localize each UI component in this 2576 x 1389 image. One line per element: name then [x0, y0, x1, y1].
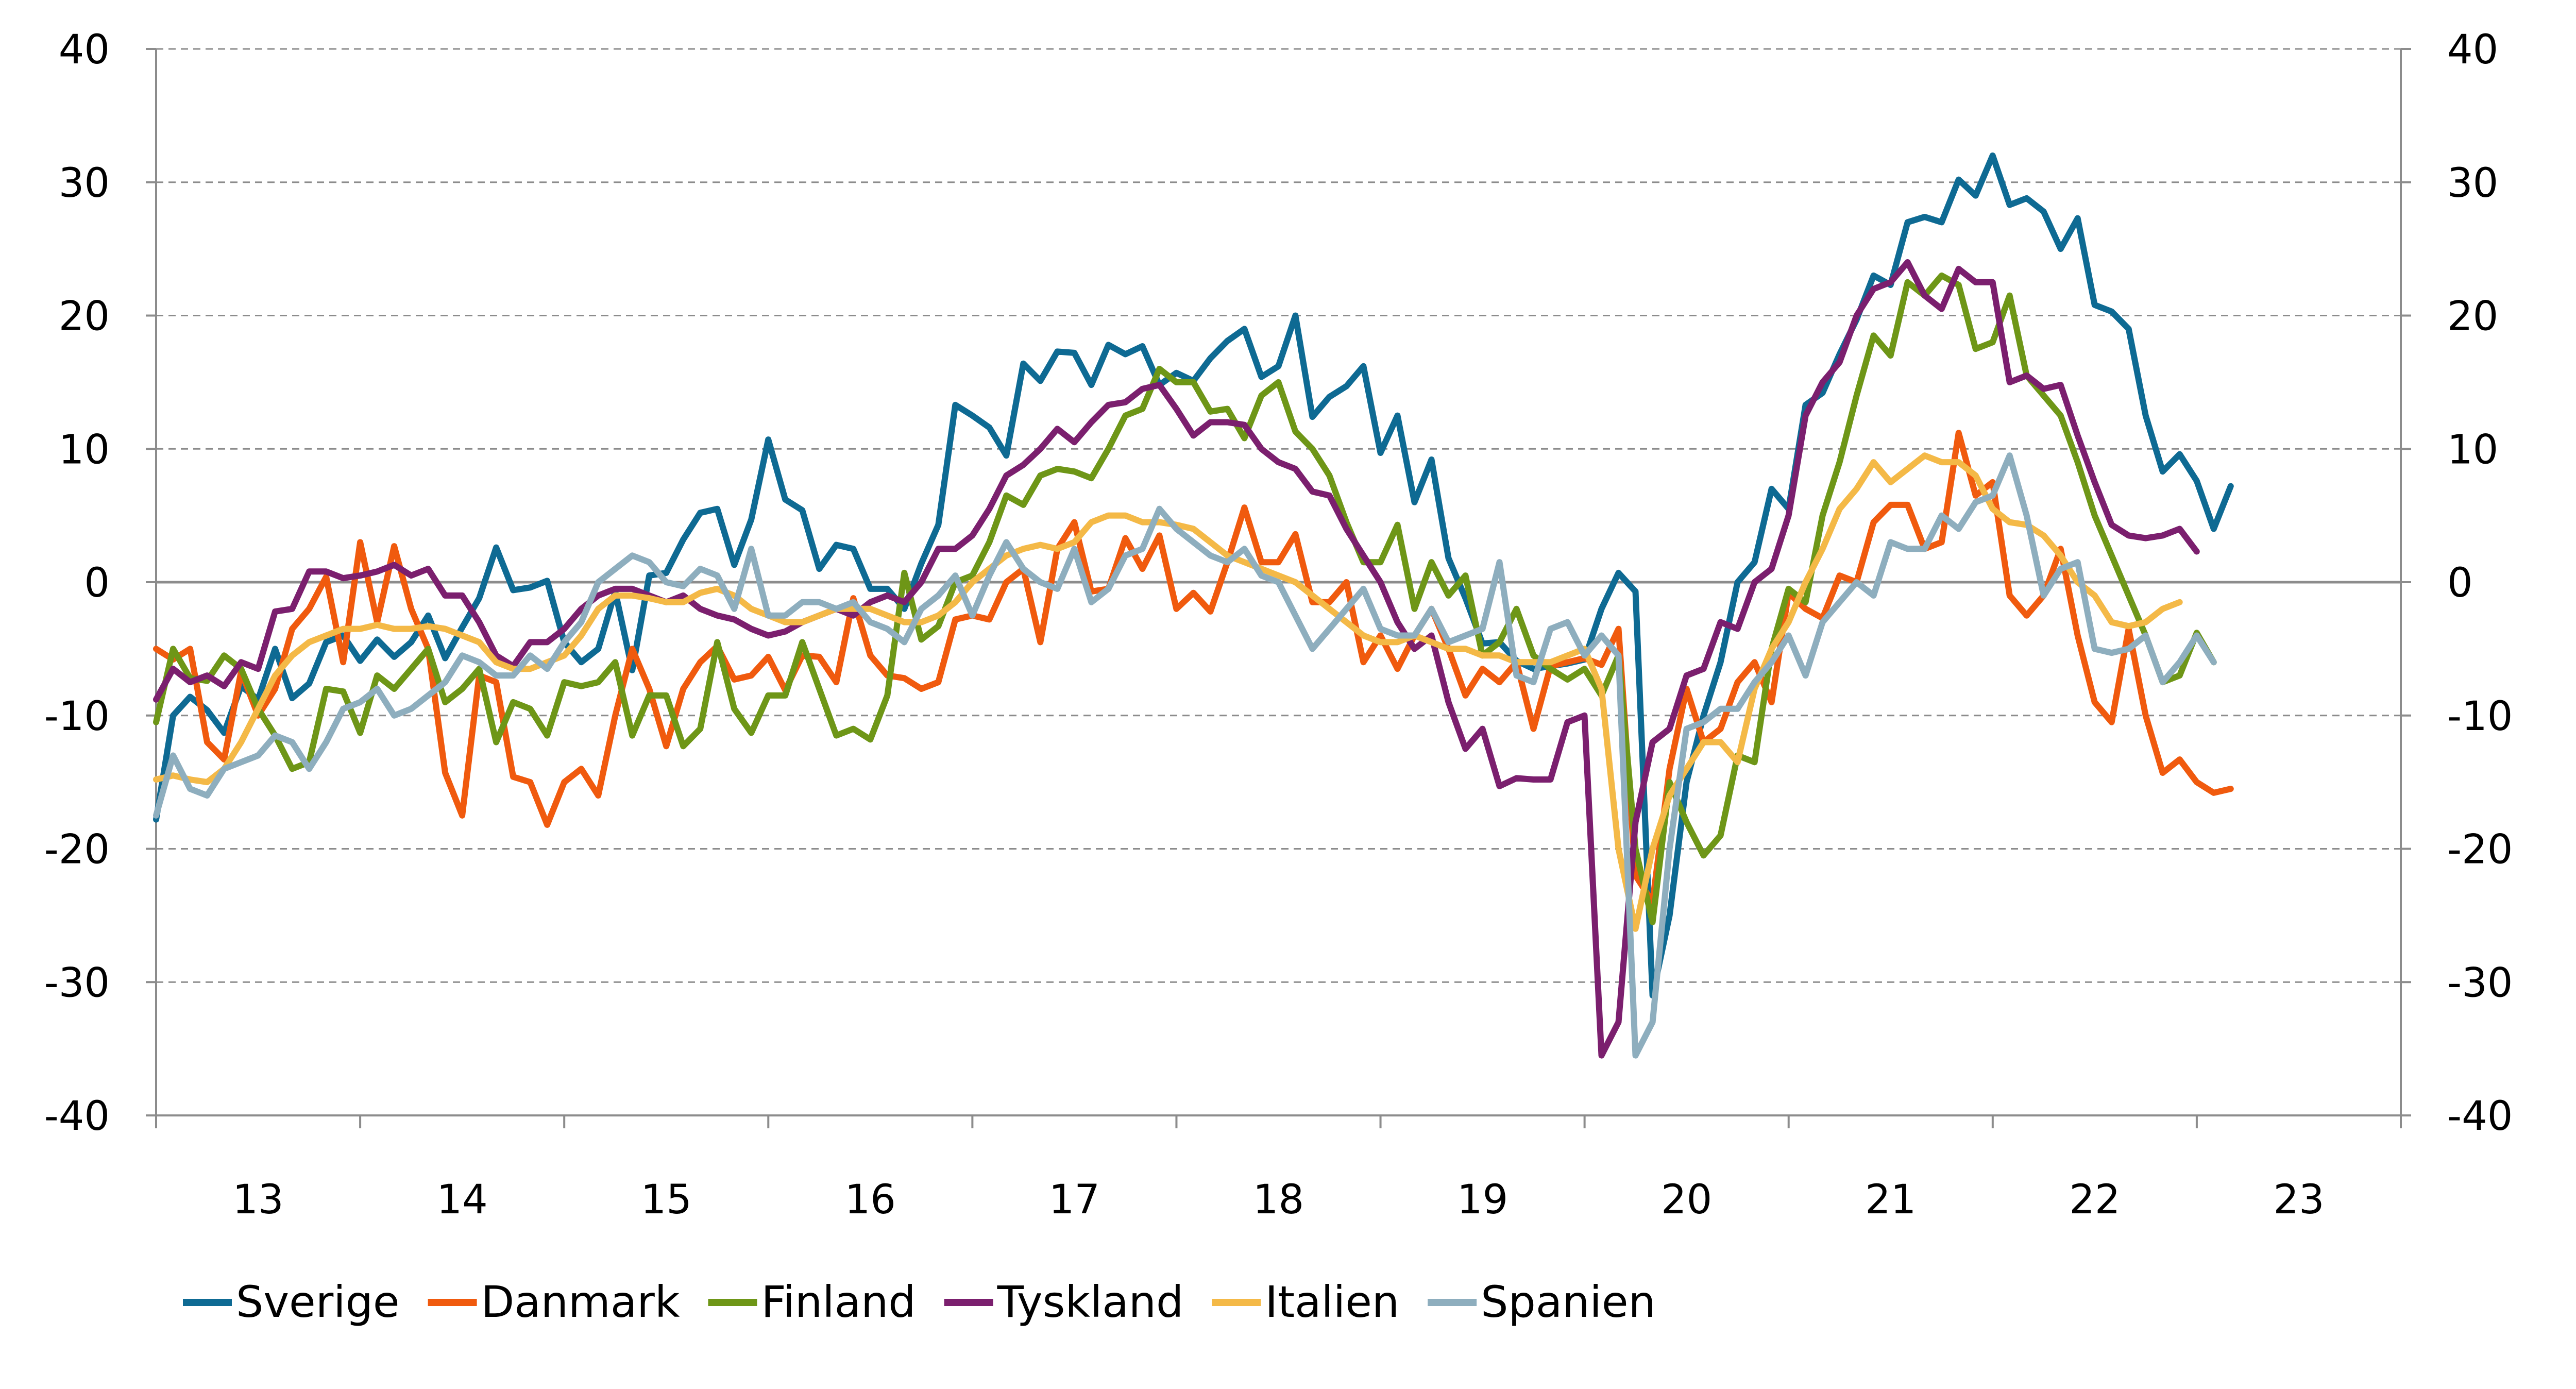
y-tick-label-right: 0: [2447, 560, 2473, 606]
y-tick-label-left: -10: [44, 693, 110, 740]
legend-label-sverige: Sverige: [236, 1277, 400, 1327]
series-line-spanien: [153, 452, 2217, 1059]
x-tick-label: 18: [1253, 1177, 1304, 1223]
series-line-finland: [153, 272, 2217, 925]
y-tick-label-right: 20: [2447, 294, 2498, 340]
x-tick-label: 21: [1865, 1177, 1916, 1223]
y-tick-label-left: -30: [44, 960, 110, 1006]
legend-label-danmark: Danmark: [481, 1277, 680, 1327]
y-axis-right: 40 30 20 10 0 -10 -20 -30 -40: [2447, 27, 2513, 1140]
legend-label-italien: Italien: [1265, 1277, 1399, 1327]
x-axis: 13 14 15 16 17 18 19 20 21 22 23: [232, 1177, 2324, 1223]
x-tick-label: 16: [845, 1177, 896, 1223]
y-tick-label-left: 40: [59, 27, 110, 73]
x-tick-label: 17: [1049, 1177, 1100, 1223]
x-tick-label: 13: [232, 1177, 283, 1223]
y-tick-label-left: -20: [44, 827, 110, 873]
y-tick-label-right: -20: [2447, 827, 2513, 873]
x-tick-label: 15: [641, 1177, 692, 1223]
y-tick-label-right: 10: [2447, 427, 2498, 473]
y-tick-label-left: 30: [59, 160, 110, 207]
y-tick-label-left: 20: [59, 294, 110, 340]
series-line-danmark: [153, 430, 2234, 905]
legend-label-finland: Finland: [761, 1277, 916, 1327]
y-tick-label-right: 30: [2447, 160, 2498, 207]
series-lines: [153, 153, 2234, 1059]
x-tick-label: 23: [2273, 1177, 2324, 1223]
y-tick-label-left: 10: [59, 427, 110, 473]
y-axis-left: 40 30 20 10 0 -10 -20 -30 -40: [44, 27, 110, 1140]
grid-lines: [156, 48, 2401, 983]
x-tick-label: 14: [437, 1177, 488, 1223]
x-tick-label: 20: [1661, 1177, 1712, 1223]
y-tick-label-left: -40: [44, 1093, 110, 1140]
legend-label-tyskland: Tyskland: [997, 1277, 1184, 1327]
series-line-tyskland: [153, 259, 2200, 1059]
legend: Sverige Danmark Finland Tyskland Italien Span…: [183, 1277, 1656, 1327]
y-tick-label-right: 40: [2447, 27, 2498, 73]
axes: [146, 48, 2411, 1128]
y-tick-label-right: -10: [2447, 693, 2513, 740]
y-tick-label-right: -40: [2447, 1093, 2513, 1140]
x-tick-label: 22: [2069, 1177, 2120, 1223]
legend-label-spanien: Spanien: [1481, 1277, 1656, 1327]
y-tick-label-left: 0: [84, 560, 110, 606]
x-tick-label: 19: [1457, 1177, 1508, 1223]
y-tick-label-right: -30: [2447, 960, 2513, 1006]
